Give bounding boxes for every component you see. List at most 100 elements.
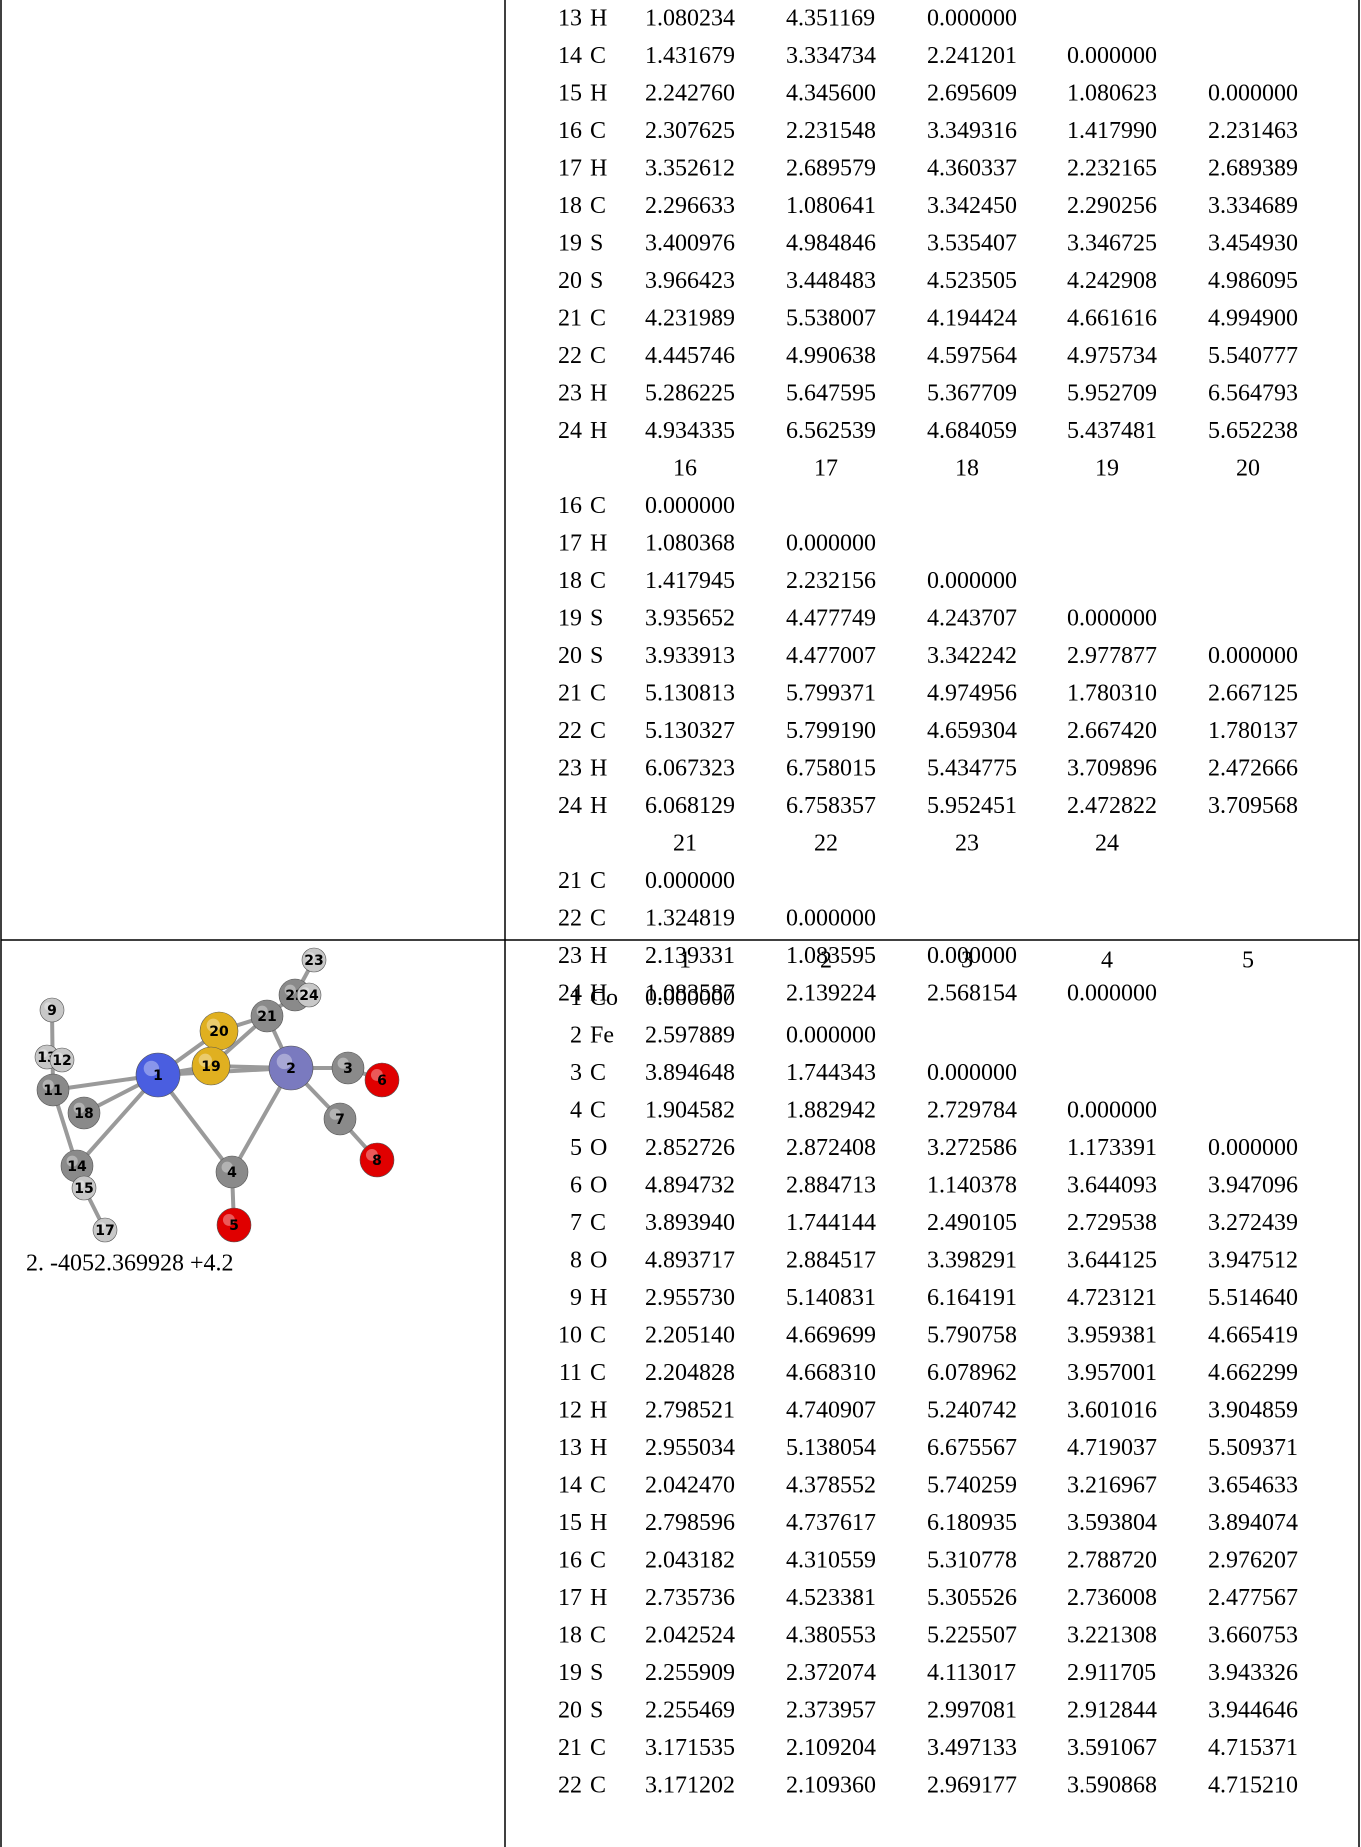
distance-value: 3.947096 — [1208, 1173, 1298, 1199]
atom-number: 14 — [558, 1473, 582, 1499]
atom-element: C — [590, 343, 606, 369]
distance-value: 4.523381 — [786, 1585, 876, 1611]
distance-value: 4.662299 — [1208, 1360, 1298, 1386]
distance-value: 3.947512 — [1208, 1248, 1298, 1274]
atom-element: C — [590, 306, 606, 332]
atom — [215, 1155, 249, 1189]
distance-value: 2.736008 — [1067, 1585, 1157, 1611]
distance-value: 4.990638 — [786, 343, 876, 369]
distance-value: 5.652238 — [1208, 418, 1298, 444]
distance-value: 3.400976 — [645, 231, 735, 257]
column-header: 21 — [673, 831, 697, 857]
distance-value: 2.689389 — [1208, 156, 1298, 182]
distance-value: 6.180935 — [927, 1510, 1017, 1536]
distance-value: 6.564793 — [1208, 381, 1298, 407]
atom-element: O — [590, 1248, 607, 1274]
atom-highlight — [39, 1049, 48, 1058]
atom-element: C — [590, 1210, 606, 1236]
atom-number: 15 — [558, 1510, 582, 1536]
distance-value: 5.225507 — [927, 1623, 1017, 1649]
distance-value: 1.324819 — [645, 906, 735, 932]
atom-number: 17 — [558, 156, 582, 182]
distance-value: 4.659304 — [927, 718, 1017, 744]
distance-value: 3.590868 — [1067, 1773, 1157, 1799]
atom — [67, 1096, 101, 1130]
distance-value: 0.000000 — [786, 531, 876, 557]
column-header: 2 — [820, 948, 832, 974]
atom-element: H — [590, 381, 607, 407]
energy-caption: 2. -4052.369928 +4.2 — [26, 1251, 234, 1277]
column-header: 1 — [679, 948, 691, 974]
atom-element: S — [590, 606, 603, 632]
distance-value: 2.912844 — [1067, 1698, 1157, 1724]
distance-value: 1.904582 — [645, 1098, 735, 1124]
atom-label: 11 — [43, 1083, 62, 1099]
distance-value: 0.000000 — [927, 943, 1017, 969]
atom-element: H — [590, 531, 607, 557]
distance-value: 0.000000 — [927, 1060, 1017, 1086]
distance-value: 4.737617 — [786, 1510, 876, 1536]
atom-number: 1 — [570, 985, 582, 1011]
atom-element: H — [590, 1585, 607, 1611]
atom-highlight — [370, 1068, 383, 1081]
atom-element: S — [590, 231, 603, 257]
distance-value: 4.975734 — [1067, 343, 1157, 369]
distance-value: 0.000000 — [786, 906, 876, 932]
distance-value: 3.334734 — [786, 43, 876, 69]
distance-value: 2.109204 — [786, 1735, 876, 1761]
column-header: 22 — [814, 831, 838, 857]
atom-highlight — [221, 1161, 233, 1173]
distance-value: 3.709568 — [1208, 793, 1298, 819]
distance-value: 4.597564 — [927, 343, 1017, 369]
distance-value: 5.952709 — [1067, 381, 1157, 407]
distance-value: 2.689579 — [786, 156, 876, 182]
distance-value: 3.352612 — [645, 156, 735, 182]
atom-element: S — [590, 268, 603, 294]
distance-value: 2.976207 — [1208, 1548, 1298, 1574]
distance-value: 1.780137 — [1208, 718, 1298, 744]
distance-value: 2.490105 — [927, 1210, 1017, 1236]
distance-value: 4.986095 — [1208, 268, 1298, 294]
distance-value: 3.342450 — [927, 193, 1017, 219]
atom-element: S — [590, 1698, 603, 1724]
distance-value: 4.310559 — [786, 1548, 876, 1574]
atom-label: 1 — [153, 1068, 163, 1084]
atom-element: C — [590, 1473, 606, 1499]
atom-element: Co — [590, 985, 618, 1011]
distance-value: 5.647595 — [786, 381, 876, 407]
distance-value: 3.654633 — [1208, 1473, 1298, 1499]
atom-number: 19 — [558, 231, 582, 257]
atom-label: 2 — [286, 1061, 296, 1077]
distance-value: 0.000000 — [1067, 1098, 1157, 1124]
distance-value: 2.969177 — [927, 1773, 1017, 1799]
distance-value: 4.113017 — [927, 1660, 1016, 1686]
distance-value: 2.241201 — [927, 43, 1017, 69]
atom-element: C — [590, 1548, 606, 1574]
atom-number: 20 — [558, 1698, 582, 1724]
atom-label: 8 — [372, 1153, 382, 1169]
atom-label: 18 — [74, 1106, 93, 1122]
distance-value: 3.591067 — [1067, 1735, 1157, 1761]
atom — [301, 947, 327, 973]
distance-value: 1.140378 — [927, 1173, 1017, 1199]
atom-element: C — [590, 1773, 606, 1799]
distance-value: 1.173391 — [1067, 1135, 1157, 1161]
atom-number: 16 — [558, 118, 582, 144]
atom-number: 23 — [558, 943, 582, 969]
distance-value: 2.735736 — [645, 1585, 735, 1611]
column-header: 5 — [1242, 948, 1254, 974]
distance-value: 2.568154 — [927, 981, 1017, 1007]
distance-value: 2.109360 — [786, 1773, 876, 1799]
atom — [216, 1207, 252, 1243]
distance-value: 3.933913 — [645, 643, 735, 669]
atom-label: 15 — [74, 1181, 93, 1197]
distance-value: 3.398291 — [927, 1248, 1017, 1274]
distance-value: 4.665419 — [1208, 1323, 1298, 1349]
distance-value: 1.744343 — [786, 1060, 876, 1086]
atom-element: C — [590, 906, 606, 932]
atom-number: 16 — [558, 493, 582, 519]
distance-value: 5.799371 — [786, 681, 876, 707]
distance-value: 2.884517 — [786, 1248, 876, 1274]
distance-value: 5.130813 — [645, 681, 735, 707]
